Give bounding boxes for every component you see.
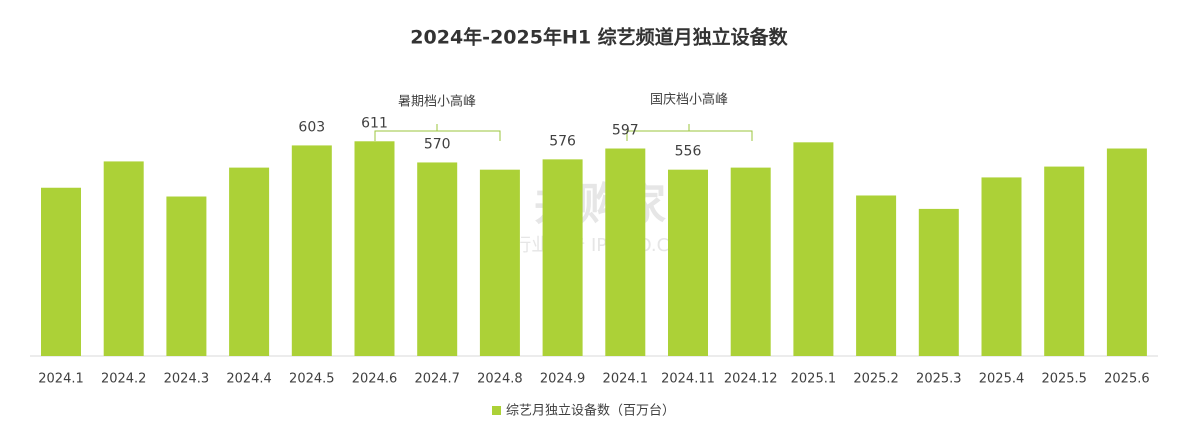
data-label: 556 (675, 144, 702, 160)
bar (668, 169, 708, 356)
x-tick-label: 2025.1 (791, 372, 837, 387)
x-tick-label: 2024.1 (38, 372, 84, 387)
annotation: 暑期档小高峰 (398, 94, 476, 110)
x-tick-label: 2025.2 (853, 372, 899, 387)
bar (41, 187, 81, 356)
bar (1044, 166, 1085, 356)
bar (730, 167, 771, 356)
x-tick-label: 2024.4 (226, 372, 272, 387)
data-label: 611 (361, 115, 388, 131)
bar (291, 145, 332, 356)
bar (856, 195, 897, 356)
data-label: 603 (298, 119, 325, 135)
bar (605, 148, 646, 356)
data-label: 570 (424, 136, 451, 152)
x-tick-label: 2024.9 (540, 372, 586, 387)
x-tick-label: 2024.6 (352, 372, 398, 387)
x-tick-label: 2024.11 (661, 372, 715, 387)
x-tick-label: 2025.4 (979, 372, 1025, 387)
bar (479, 169, 520, 356)
data-label: 597 (612, 123, 639, 139)
bar (103, 161, 144, 356)
annotation-bracket (626, 124, 753, 141)
bar (1106, 148, 1147, 356)
x-tick-label: 2025.5 (1041, 372, 1087, 387)
bar (229, 167, 270, 356)
legend-label: 综艺月独立设备数（百万台） (506, 403, 675, 419)
x-tick-label: 2024.12 (724, 372, 778, 387)
chart-title: 2024年-2025年H1 综艺频道月独立设备数 (410, 26, 788, 49)
annotation: 国庆档小高峰 (650, 92, 728, 108)
x-tick-label: 2024.2 (101, 372, 147, 387)
bar (542, 159, 583, 356)
data-label: 576 (549, 133, 576, 149)
x-tick-label: 2024.1 (603, 372, 649, 387)
x-tick-label: 2024.5 (289, 372, 335, 387)
watermark: 行业报告 IPOIPO.CN (513, 235, 682, 256)
bar (417, 162, 458, 356)
legend-swatch (492, 406, 501, 415)
x-tick-label: 2024.3 (164, 372, 210, 387)
bar (354, 141, 395, 356)
bar (166, 196, 207, 356)
bar (918, 208, 959, 356)
annotation-bracket (374, 124, 501, 141)
x-tick-label: 2025.3 (916, 372, 962, 387)
bar (793, 142, 834, 356)
x-tick-label: 2024.7 (414, 372, 460, 387)
x-tick-label: 2024.8 (477, 372, 523, 387)
bar (981, 177, 1022, 356)
x-tick-label: 2025.6 (1104, 372, 1150, 387)
